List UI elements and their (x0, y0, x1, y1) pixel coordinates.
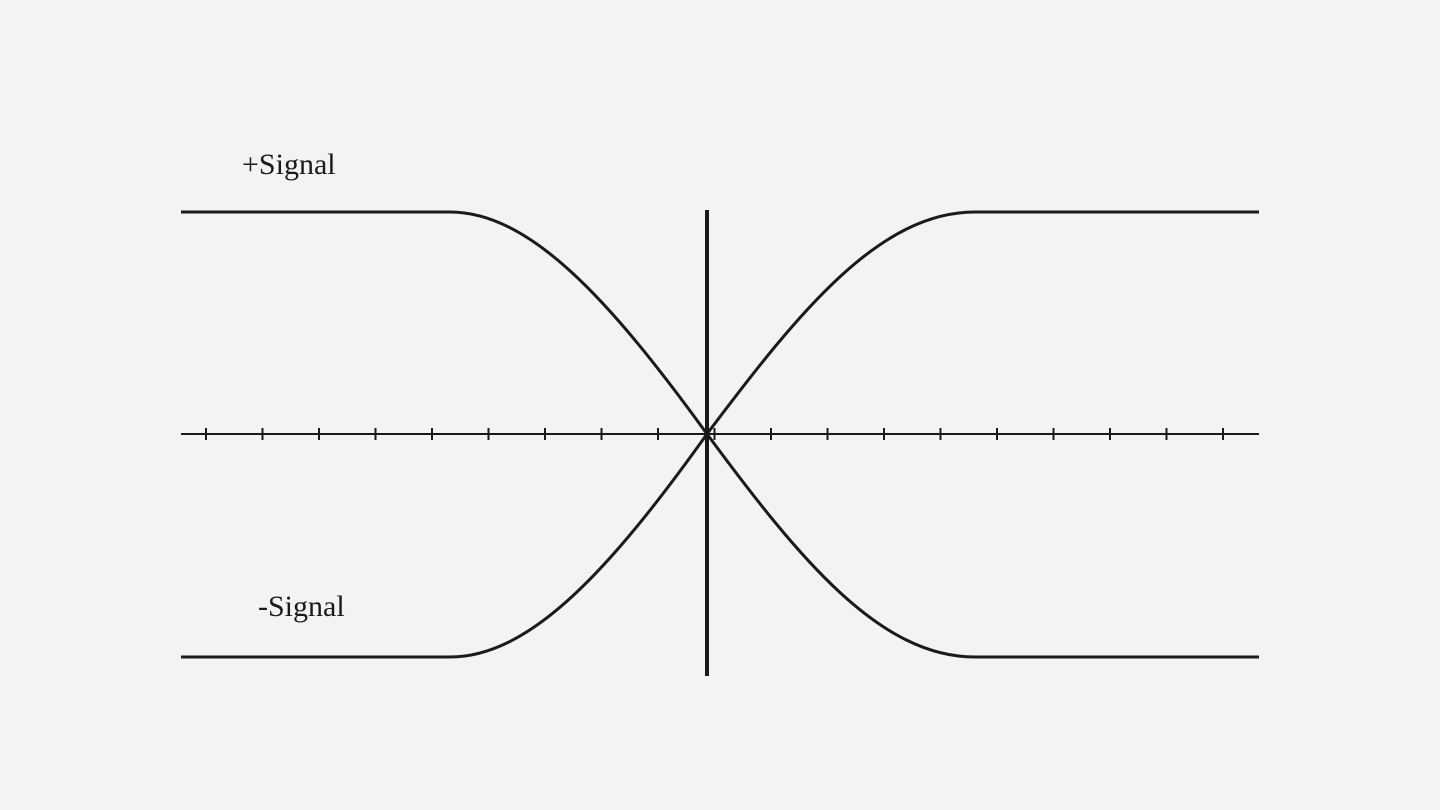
negative-signal-waveform (181, 210, 1259, 659)
axis-ticks (205, 428, 1224, 440)
negative-signal-label: -Signal (258, 590, 345, 623)
positive-signal-label: +Signal (242, 148, 336, 181)
